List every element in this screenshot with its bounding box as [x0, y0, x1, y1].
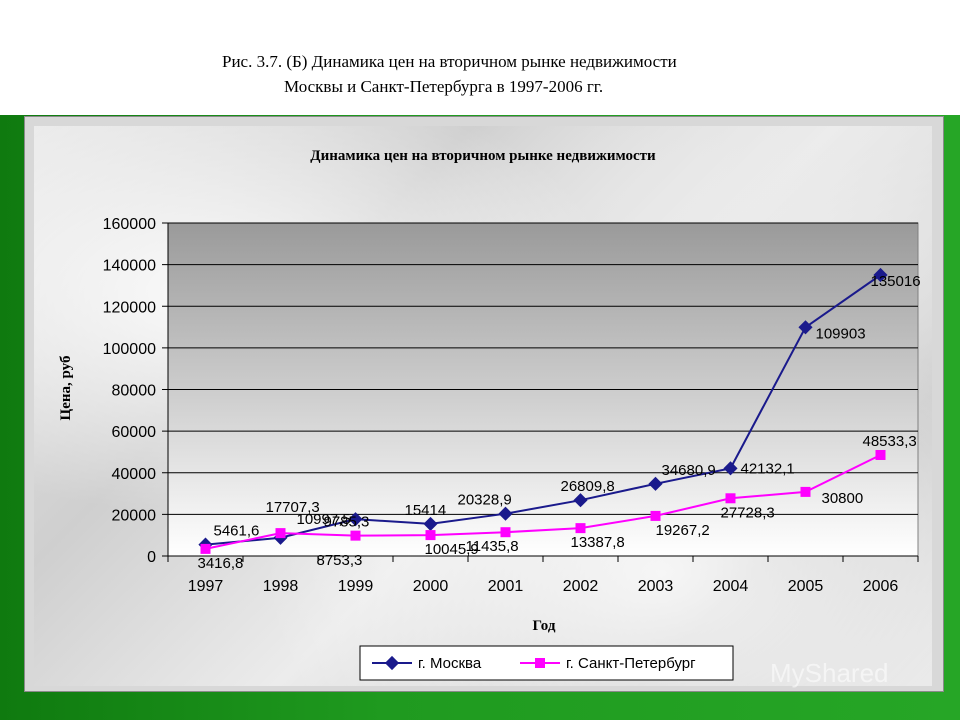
- watermark-text: MyShared: [770, 658, 889, 688]
- data-label-spb: 48533,3: [863, 433, 917, 450]
- data-label-spb: 30800: [822, 490, 864, 507]
- data-label-moscow: 8753,3: [317, 552, 363, 569]
- y-tick-label: 160000: [103, 216, 156, 233]
- y-axis-ticks: 0 20000 40000 60000 80000 100000 120000 140000 1…: [103, 216, 168, 566]
- point-spb: [575, 523, 586, 534]
- data-labels: 5461,6 8753,3 17707,3 15414 20328,9 26809,8 34…: [198, 273, 921, 572]
- y-tick-label: 60000: [112, 424, 157, 441]
- series-group: [198, 267, 888, 554]
- x-axis-ticks: 1997 1998 1999 2000 2001 2002 2003 2004 2005 2006: [167, 556, 919, 595]
- y-axis-title: Цена, руб: [58, 356, 74, 421]
- data-label-spb: 27728,3: [721, 504, 775, 521]
- gridlines: [167, 222, 918, 557]
- x-tick-label: 2003: [638, 578, 674, 595]
- point-spb: [875, 449, 886, 460]
- y-tick-label: 40000: [112, 466, 157, 483]
- point-moscow: [723, 461, 738, 476]
- data-label-moscow: 26809,8: [561, 478, 615, 495]
- data-label-spb: 10997,5: [297, 511, 351, 528]
- x-tick-label: 1998: [263, 578, 299, 595]
- data-label-moscow: 17707,3: [266, 499, 320, 516]
- point-moscow: [573, 493, 588, 508]
- data-label-moscow: 42132,1: [741, 460, 795, 477]
- point-spb: [725, 493, 736, 504]
- point-moscow: [798, 320, 813, 335]
- x-tick-label: 2002: [563, 578, 599, 595]
- data-label-moscow: 34680,9: [662, 462, 716, 479]
- point-moscow: [648, 476, 663, 491]
- point-spb: [500, 527, 511, 538]
- chart-title: Динамика цен на вторичном рынке недвижим…: [310, 148, 656, 164]
- legend: г. Москва г. Санкт-Петербург: [359, 645, 734, 681]
- x-tick-label: 1999: [338, 578, 374, 595]
- point-moscow: [348, 512, 363, 527]
- y-tick-label: 20000: [112, 507, 157, 524]
- point-moscow: [498, 506, 513, 521]
- data-label-spb: 10045,9: [425, 541, 479, 558]
- slide-header: [0, 0, 960, 115]
- data-label-spb: 9785,3: [324, 514, 370, 531]
- legend-marker-spb: [535, 658, 545, 668]
- x-tick-label: 2004: [713, 578, 749, 595]
- x-tick-label: 2001: [488, 578, 524, 595]
- x-tick-label: 1997: [188, 578, 224, 595]
- series-line-spb: [205, 454, 881, 550]
- x-tick-label: 2000: [413, 578, 449, 595]
- x-tick-label: 2006: [863, 578, 899, 595]
- point-spb: [275, 528, 286, 539]
- data-label-moscow: 20328,9: [458, 492, 512, 509]
- data-label-moscow: 135016: [871, 273, 921, 290]
- data-label-moscow: 15414: [405, 502, 447, 519]
- point-moscow: [873, 267, 888, 283]
- x-axis-title: Год: [533, 618, 556, 634]
- data-label-moscow: 5461,6: [214, 523, 260, 540]
- caption-line-2: Москвы и Санкт-Петербурга в 1997-2006 гг…: [284, 77, 604, 96]
- data-label-spb: 19267,2: [656, 522, 710, 539]
- data-label-spb: 11435,8: [466, 538, 519, 555]
- data-label-spb: 13387,8: [571, 534, 625, 551]
- point-spb: [800, 486, 811, 497]
- y-tick-label: 140000: [103, 258, 156, 275]
- y-tick-label: 100000: [103, 341, 156, 358]
- x-tick-label: 2005: [788, 578, 824, 595]
- legend-label-spb: г. Санкт-Петербург: [566, 655, 696, 672]
- point-moscow: [423, 516, 438, 531]
- series-line-moscow: [205, 274, 882, 546]
- point-spb: [425, 530, 436, 541]
- legend-label-moscow: г. Москва: [418, 655, 482, 672]
- caption-line-1: Рис. 3.7. (Б) Динамика цен на вторичном …: [222, 52, 677, 71]
- y-tick-label: 80000: [112, 383, 157, 400]
- point-spb: [350, 530, 361, 541]
- legend-marker-moscow: [384, 655, 400, 671]
- point-spb: [650, 510, 661, 521]
- y-tick-label: 120000: [103, 299, 156, 316]
- data-label-moscow: 109903: [816, 325, 866, 342]
- point-spb: [200, 543, 211, 554]
- y-tick-label: 0: [147, 549, 156, 566]
- data-label-spb: 3416,8: [198, 555, 244, 572]
